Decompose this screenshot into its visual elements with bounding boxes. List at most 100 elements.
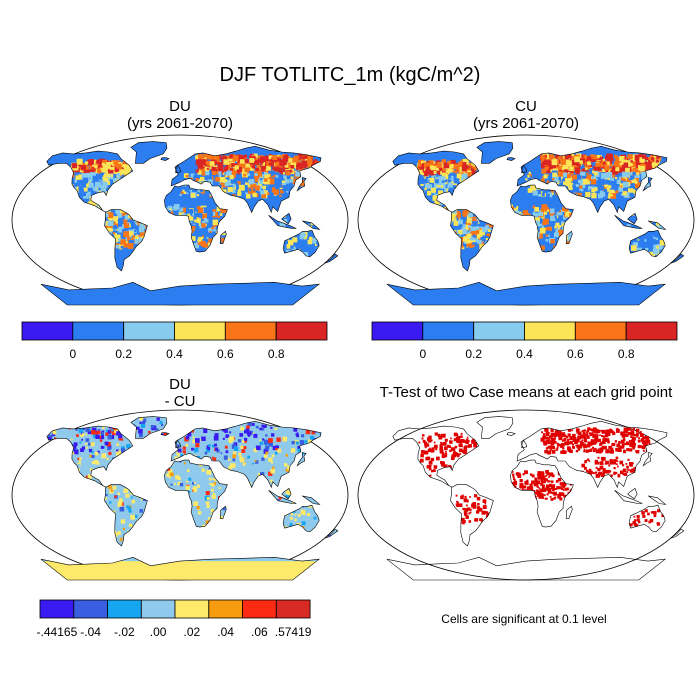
coastline-africa [510, 184, 574, 253]
colorbar-swatch [275, 321, 328, 341]
coastline-namerica [46, 425, 134, 488]
coastline-newguinea [648, 220, 667, 230]
main-title: DJF TOTLITC_1m (kgC/m^2) [219, 64, 481, 86]
panel-cu-title: CU (yrs 2061-2070) [406, 98, 646, 132]
coastline-iceland [160, 157, 170, 161]
colorbar-swatch [21, 321, 74, 341]
coastline-indonesia [268, 215, 297, 229]
colorbar-tick-label: 0.6 [567, 347, 584, 361]
colorbar-swatch [72, 321, 124, 341]
coastline-africa [164, 184, 228, 253]
coastline-newguinea [648, 495, 667, 505]
coastline-indonesia [614, 215, 643, 229]
coastline-namerica [46, 150, 134, 213]
colorbar-swatch [473, 321, 525, 341]
panel-diff-name: DU [169, 376, 191, 393]
coastline-africa [164, 459, 228, 528]
colorbar-tick-label: 0.8 [618, 347, 635, 361]
colorbar-swatch [524, 321, 576, 341]
colorbar-tick-label: .57419 [275, 625, 312, 639]
coastline-japan [642, 177, 653, 192]
colorbar-swatch [625, 321, 678, 341]
panel-ttest-title: T-Test of two Case means at each grid po… [379, 384, 673, 401]
coastline-samerica [104, 484, 148, 547]
map-du [11, 134, 349, 306]
coastline-namerica [392, 150, 480, 213]
colorbar-tick-label: 0.4 [166, 347, 183, 361]
colorbar-tick-label: 0.4 [516, 347, 533, 361]
coastline-borneo [281, 487, 292, 500]
panel-cu-name: CU [515, 98, 537, 115]
coastline-borneo [281, 212, 292, 225]
coastline-newguinea [302, 495, 321, 505]
coastline-antarctica [40, 281, 321, 306]
coastline-eurasia [516, 420, 668, 489]
colorbar-tick-label: -.04 [80, 625, 101, 639]
colorbar-tick-label: 0.2 [115, 347, 132, 361]
coastline-indonesia [268, 490, 297, 504]
coastline-nz [670, 253, 685, 264]
colorbar-swatch [73, 599, 109, 619]
panel-diff-subtitle: - CU [164, 393, 196, 410]
colorbar-swatch [242, 599, 277, 619]
coastline-madagascar [565, 230, 573, 244]
colorbar-swatch [174, 321, 226, 341]
colorbar-cu: 0 0.2 0.4 0.6 0.8 [371, 321, 678, 361]
coastline-uk [174, 439, 182, 449]
colorbar-tick-label: 0.6 [217, 347, 234, 361]
coastline-madagascar [565, 505, 573, 519]
coastline-japan [642, 452, 653, 467]
colorbar-swatch [208, 599, 244, 619]
ttest-note: Cells are significant at 0.1 level [441, 612, 607, 626]
coastline-madagascar [219, 230, 227, 244]
coastline-australia [628, 505, 666, 533]
coastline-nz [670, 528, 685, 539]
colorbar-swatch [123, 321, 175, 341]
coastline-antarctica [40, 556, 321, 581]
coastline-africa [510, 459, 574, 528]
coastline-madagascar [219, 505, 227, 519]
coastline-greenland [130, 141, 168, 164]
colorbar-swatch [224, 321, 277, 341]
colorbar-swatch [422, 321, 475, 341]
coastline-iceland [160, 432, 170, 436]
colorbar-tick-label: .06 [251, 625, 268, 639]
map-cu [357, 134, 695, 306]
coastline-greenland [476, 141, 514, 164]
coastline-australia [282, 230, 320, 258]
colorbar-swatch [574, 321, 627, 341]
colorbar-swatch [107, 599, 142, 619]
colorbar-tick-label: -.44165 [37, 625, 78, 639]
coastline-australia [628, 230, 666, 258]
coastline-indonesia [614, 490, 643, 504]
coastline-eurasia [170, 420, 322, 489]
colorbar-swatch [275, 599, 311, 619]
coastline-samerica [450, 484, 494, 547]
colorbar-tick-label: 0.2 [465, 347, 482, 361]
colorbar-du: 0 0.2 0.4 0.6 0.8 [21, 321, 328, 361]
coastline-newguinea [302, 220, 321, 230]
panel-cu-years: (yrs 2061-2070) [473, 115, 579, 132]
map-diff [11, 409, 349, 581]
coastline-borneo [627, 487, 638, 500]
colorbar-tick-label: 0 [69, 347, 76, 361]
panel-diff-title: DU - CU [60, 376, 300, 410]
colorbar-tick-label: 0 [419, 347, 426, 361]
coastline-antarctica [386, 281, 667, 306]
colorbar-tick-label: 0.8 [268, 347, 285, 361]
coastline-eurasia [516, 145, 668, 214]
panel-du-years: (yrs 2061-2070) [127, 115, 233, 132]
coastline-uk [520, 164, 528, 174]
colorbar-swatch [39, 599, 75, 619]
coastline-japan [296, 177, 307, 192]
panel-du-name: DU [169, 98, 191, 115]
colorbar-diff: -.44165 -.04 -.02 .00 .02 .04 .06 .57419 [37, 599, 312, 639]
colorbar-tick-label: -.02 [114, 625, 135, 639]
coastline-namerica [392, 425, 480, 488]
coastline-nz [324, 528, 339, 539]
coastline-uk [520, 439, 528, 449]
coastline-uk [174, 164, 182, 174]
map-ttest [357, 409, 695, 581]
coastline-greenland [476, 416, 514, 439]
coastline-greenland [130, 416, 168, 439]
